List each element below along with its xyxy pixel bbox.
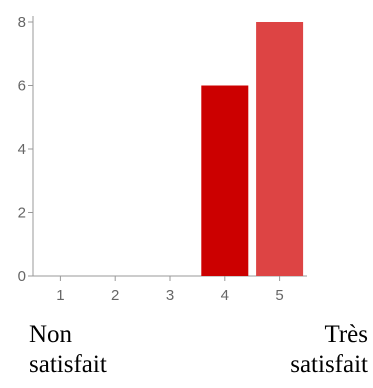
- scale-high-label-line1: Très: [324, 321, 368, 348]
- y-tick-label: 4: [18, 141, 26, 158]
- scale-high-label: Très satisfait: [290, 320, 368, 380]
- chart-bars: [201, 22, 304, 276]
- scale-low-label-line2: satisfait: [29, 351, 107, 378]
- scale-low-label-line1: Non: [29, 321, 73, 348]
- y-tick-label: 0: [18, 268, 26, 285]
- y-tick-label: 6: [18, 78, 26, 95]
- bar-5: [256, 22, 304, 276]
- scale-low-label: Non satisfait: [29, 320, 107, 380]
- y-tick-label: 8: [18, 14, 26, 31]
- x-tick-label: 4: [221, 287, 229, 304]
- x-tick-label: 5: [275, 287, 283, 304]
- bar-chart: 0 2 4 6 8 1 2 3 4 5: [18, 14, 307, 304]
- y-axis-tick-labels: 0 2 4 6 8: [18, 14, 26, 285]
- x-tick-label: 3: [166, 287, 174, 304]
- x-tick-label: 1: [56, 287, 64, 304]
- x-axis-tick-labels: 1 2 3 4 5: [56, 287, 284, 304]
- bar-4: [201, 85, 249, 276]
- y-tick-label: 2: [18, 205, 26, 222]
- scale-high-label-line2: satisfait: [290, 351, 368, 378]
- x-tick-label: 2: [111, 287, 119, 304]
